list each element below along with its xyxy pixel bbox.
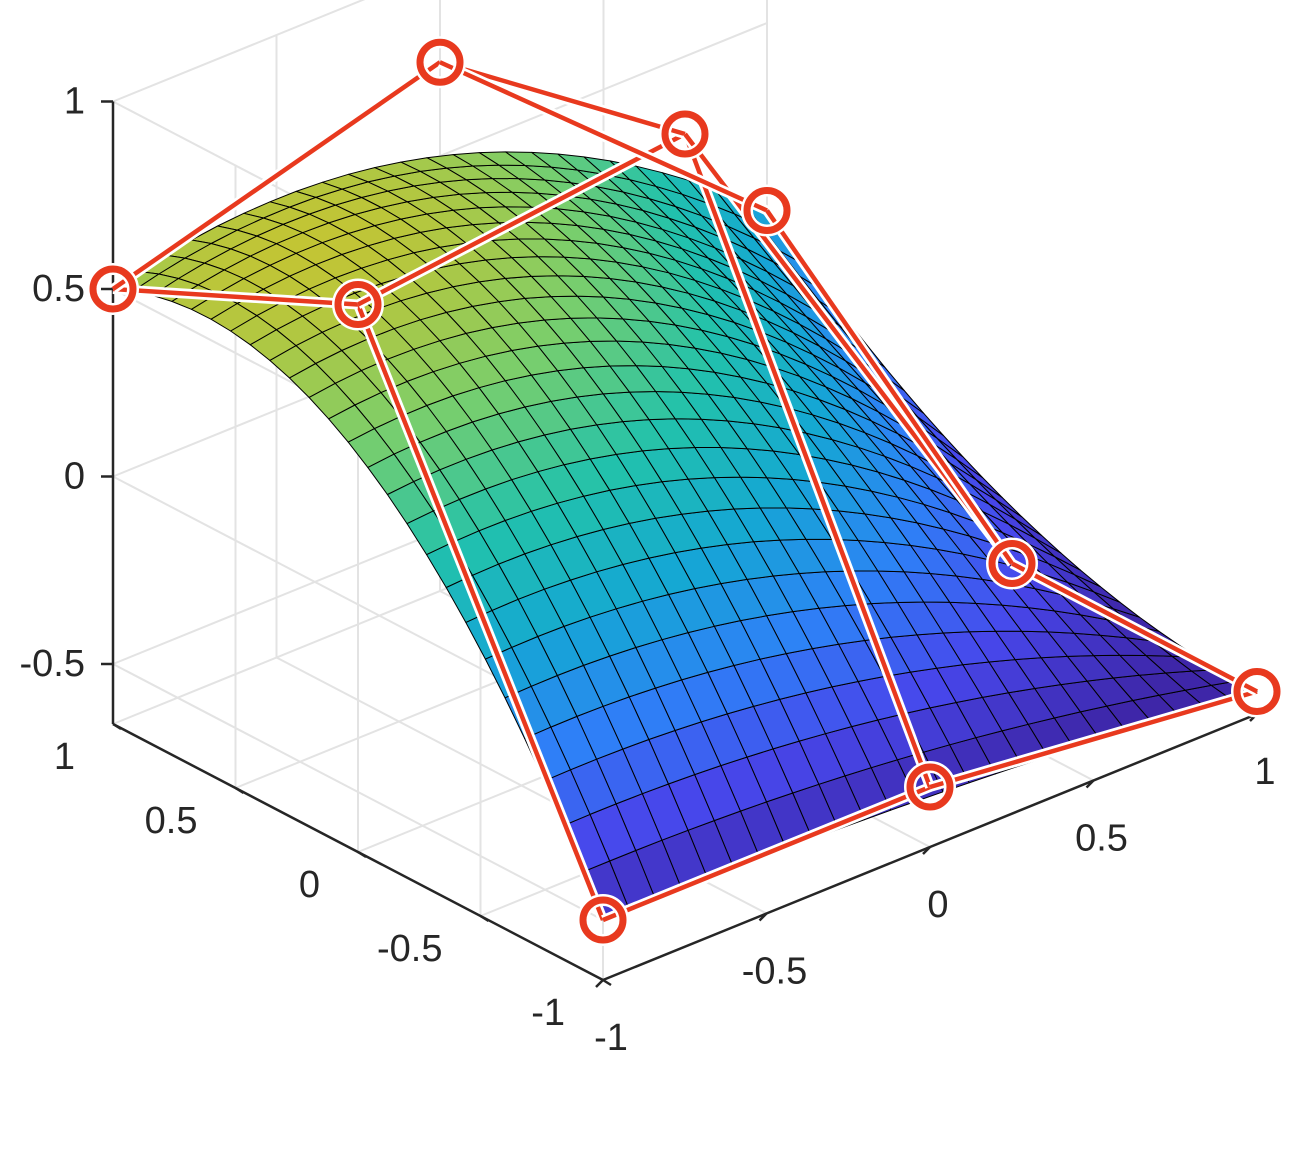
y-tick-mark [602, 978, 612, 987]
y-tick-mark [234, 786, 245, 795]
y-tick-label: -1 [531, 992, 565, 1034]
x-tick-mark [922, 846, 931, 855]
control-net-line [1010, 561, 1259, 694]
z-tick-label: 1 [64, 81, 85, 123]
control-point [906, 763, 954, 811]
control-point [661, 110, 709, 158]
y-tick-mark [479, 914, 490, 923]
control-point [334, 281, 382, 328]
x-tick-label: -0.5 [742, 951, 807, 993]
control-point [743, 187, 791, 234]
x-tick-mark [595, 979, 604, 988]
control-net-line [602, 784, 931, 923]
x-tick-label: -1 [594, 1017, 628, 1059]
control-net-line [356, 132, 687, 307]
control-point [1233, 668, 1281, 715]
wall-grid-line [112, 663, 604, 921]
control-point [89, 265, 137, 313]
control-net-line [765, 209, 1014, 565]
x-tick-label: 0 [927, 884, 948, 926]
y-tick-label: 1 [54, 736, 75, 778]
tick-labels: -1 -0.5 0 0.5 1 -1 -0.5 0 0.5 1 -0.5 0 0.5 1 [20, 81, 1276, 1060]
z-tick-label: -0.5 [20, 643, 85, 685]
control-net-line [929, 689, 1258, 790]
control-point [988, 540, 1036, 587]
y-tick-mark [357, 850, 367, 859]
y-tick-label: 0 [299, 864, 320, 906]
x-tick-label: 1 [1254, 751, 1275, 793]
surface-mesh [112, 151, 1258, 921]
y-tick-label: -0.5 [377, 928, 442, 970]
x-tick-mark [758, 912, 768, 922]
z-tick-label: 0 [64, 456, 85, 498]
axes-lines [101, 100, 1258, 988]
control-net-line [112, 286, 359, 307]
control-net-line [111, 60, 442, 291]
control-point [416, 38, 464, 86]
control-net-line [439, 60, 768, 213]
x-tick-mark [1085, 779, 1095, 789]
wall-grid-line [112, 0, 366, 103]
control-point [579, 896, 627, 944]
control-net-line [355, 303, 606, 921]
control-net-line [439, 60, 686, 137]
control-net [87, 36, 1283, 946]
x-tick-label: 0.5 [1075, 818, 1128, 860]
y-tick-label: 0.5 [145, 800, 198, 842]
control-net-line [682, 133, 933, 788]
y-tick-mark [112, 722, 122, 731]
z-tick-label: 0.5 [32, 268, 85, 310]
